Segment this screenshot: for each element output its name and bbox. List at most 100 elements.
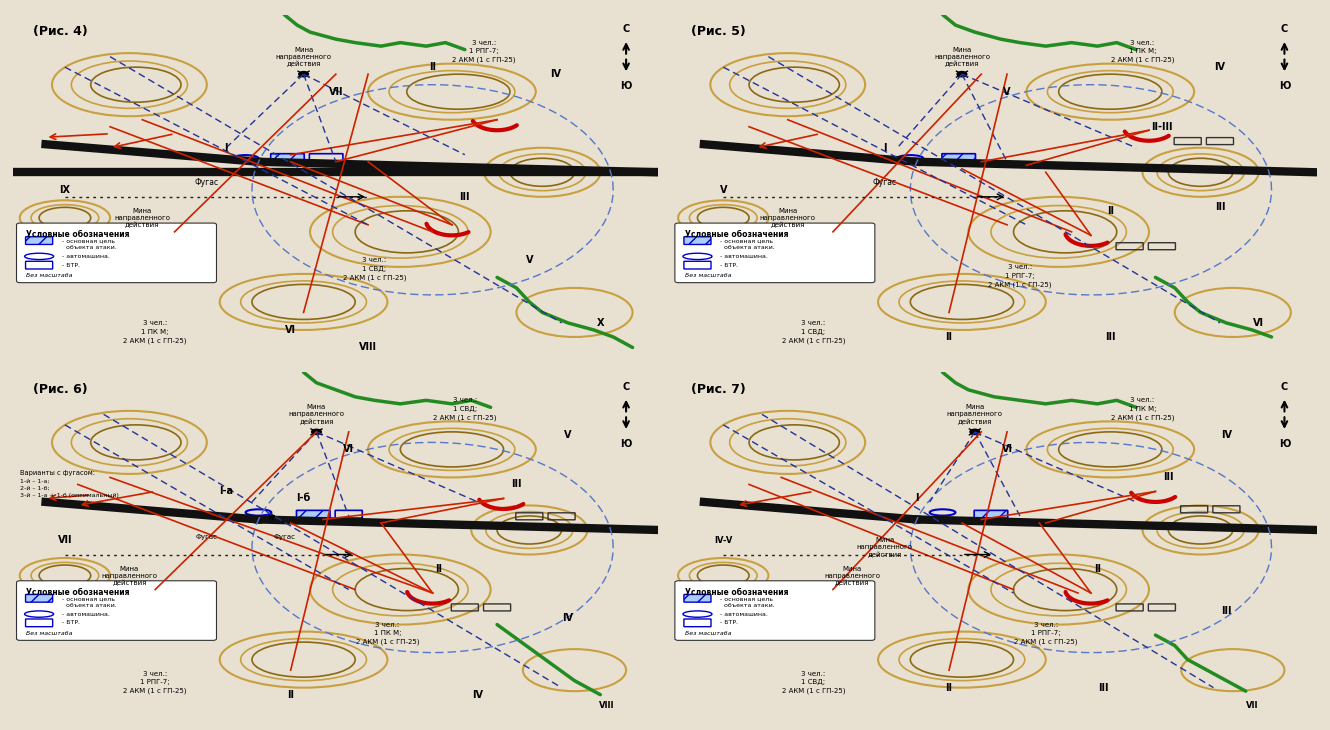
Text: 3 чел.:: 3 чел.: <box>802 671 826 677</box>
Text: действия: действия <box>286 61 321 67</box>
Text: Без масштаба: Без масштаба <box>685 274 732 278</box>
Text: Мина: Мина <box>843 566 862 572</box>
Text: - автомашина.: - автомашина. <box>720 254 767 259</box>
Text: 2-й – 1-б;: 2-й – 1-б; <box>20 486 49 491</box>
Text: V: V <box>525 255 533 265</box>
Text: VI: VI <box>1001 445 1012 454</box>
Text: III: III <box>1221 606 1232 615</box>
Text: 1 РПГ-7;: 1 РПГ-7; <box>141 680 170 685</box>
Text: 1 СВД;: 1 СВД; <box>802 680 826 685</box>
Text: 3 чел.:: 3 чел.: <box>362 257 387 263</box>
FancyBboxPatch shape <box>674 581 875 640</box>
Text: Условные обозначения: Условные обозначения <box>27 230 130 239</box>
Text: I: I <box>883 143 886 153</box>
Text: II: II <box>430 62 436 72</box>
Text: III: III <box>1105 332 1116 342</box>
FancyBboxPatch shape <box>271 154 305 162</box>
Text: VI: VI <box>343 445 354 454</box>
Text: 2 АКМ (1 с ГП-25): 2 АКМ (1 с ГП-25) <box>1111 57 1174 64</box>
Text: V: V <box>720 185 728 195</box>
Text: Мина: Мина <box>133 208 152 214</box>
Text: направленного: направленного <box>275 53 331 60</box>
Text: объекта атаки.: объекта атаки. <box>61 603 117 608</box>
Text: IV-V: IV-V <box>714 536 733 545</box>
Text: III: III <box>460 192 469 201</box>
Text: VI: VI <box>285 325 297 335</box>
Text: X: X <box>597 318 604 328</box>
Text: направленного: направленного <box>857 545 912 550</box>
Text: 3 чел.:: 3 чел.: <box>452 397 477 404</box>
Text: Мина: Мина <box>966 404 984 410</box>
Text: 1 РПГ-7;: 1 РПГ-7; <box>1031 630 1060 637</box>
Text: 2 АКМ (1 с ГП-25): 2 АКМ (1 с ГП-25) <box>1013 639 1077 645</box>
Text: направленного: направленного <box>289 411 344 418</box>
Text: 1 ПК М;: 1 ПК М; <box>374 630 402 637</box>
Text: 1 ПК М;: 1 ПК М; <box>1129 406 1156 412</box>
Text: Фугас: Фугас <box>196 534 218 540</box>
Text: 1 ПК М;: 1 ПК М; <box>141 328 169 335</box>
Text: IX: IX <box>60 185 70 195</box>
Text: VIII: VIII <box>598 701 614 710</box>
Text: - БТР.: - БТР. <box>720 620 738 626</box>
FancyBboxPatch shape <box>25 237 53 245</box>
Text: I: I <box>225 143 227 153</box>
Text: объекта атаки.: объекта атаки. <box>720 603 775 608</box>
FancyBboxPatch shape <box>674 223 875 283</box>
Text: I: I <box>915 493 919 504</box>
Text: 2 АКМ (1 с ГП-25): 2 АКМ (1 с ГП-25) <box>355 639 419 645</box>
Text: Ю: Ю <box>620 439 632 449</box>
Text: 3 чел.:: 3 чел.: <box>1130 39 1154 46</box>
Text: действия: действия <box>125 222 160 228</box>
Text: - автомашина.: - автомашина. <box>61 612 109 617</box>
Text: - основная цель: - основная цель <box>720 238 773 243</box>
Text: Ю: Ю <box>1278 439 1290 449</box>
Text: 2 АКМ (1 с ГП-25): 2 АКМ (1 с ГП-25) <box>1111 415 1174 421</box>
Text: 1 СВД;: 1 СВД; <box>363 266 387 272</box>
Circle shape <box>970 429 980 434</box>
Text: 2 АКМ (1 с ГП-25): 2 АКМ (1 с ГП-25) <box>988 281 1052 288</box>
Text: Условные обозначения: Условные обозначения <box>685 230 789 239</box>
Text: С: С <box>622 382 629 391</box>
Text: Ю: Ю <box>1278 81 1290 91</box>
Text: (Рис. 4): (Рис. 4) <box>33 25 88 38</box>
Text: - автомашина.: - автомашина. <box>61 254 109 259</box>
Text: 3 чел.:: 3 чел.: <box>1008 264 1032 270</box>
Text: - автомашина.: - автомашина. <box>720 612 767 617</box>
Text: объекта атаки.: объекта атаки. <box>61 245 117 250</box>
Text: (Рис. 5): (Рис. 5) <box>692 25 746 38</box>
Text: 3 чел.:: 3 чел.: <box>375 621 399 628</box>
FancyBboxPatch shape <box>684 237 712 245</box>
Text: III: III <box>511 480 521 489</box>
Text: 1 ПК М;: 1 ПК М; <box>1129 48 1156 55</box>
Text: направленного: направленного <box>101 572 157 579</box>
Text: Мина: Мина <box>307 404 326 410</box>
Text: VII: VII <box>57 536 72 545</box>
Text: 2 АКМ (1 с ГП-25): 2 АКМ (1 с ГП-25) <box>124 688 188 694</box>
Text: Мина: Мина <box>294 47 313 53</box>
Text: Мина: Мина <box>875 537 894 544</box>
FancyBboxPatch shape <box>16 223 217 283</box>
Text: 1 РПГ-7;: 1 РПГ-7; <box>469 48 499 55</box>
Text: действия: действия <box>835 580 870 585</box>
Text: действия: действия <box>299 418 334 425</box>
FancyBboxPatch shape <box>25 594 53 602</box>
Text: Фугас: Фугас <box>872 178 896 188</box>
Text: Мина: Мина <box>952 47 971 53</box>
Text: действия: действия <box>944 61 979 67</box>
Text: 2 АКМ (1 с ГП-25): 2 АКМ (1 с ГП-25) <box>343 274 406 280</box>
Text: направленного: направленного <box>825 572 880 579</box>
Text: IV: IV <box>549 69 561 79</box>
Text: - основная цель: - основная цель <box>61 238 114 243</box>
Text: Ю: Ю <box>620 81 632 91</box>
Text: Условные обозначения: Условные обозначения <box>27 588 130 597</box>
Text: Без масштаба: Без масштаба <box>27 631 73 636</box>
Text: IV: IV <box>1214 62 1225 72</box>
Text: Варианты с фугасом:: Варианты с фугасом: <box>20 470 94 477</box>
Text: действия: действия <box>112 580 146 585</box>
Text: 3-й – 1-а + 1-б (оптимальный): 3-й – 1-а + 1-б (оптимальный) <box>20 493 118 499</box>
FancyBboxPatch shape <box>297 510 330 518</box>
Circle shape <box>299 72 309 77</box>
Text: 1 РПГ-7;: 1 РПГ-7; <box>1005 272 1035 279</box>
Text: Без масштаба: Без масштаба <box>685 631 732 636</box>
Text: направленного: направленного <box>114 215 170 221</box>
